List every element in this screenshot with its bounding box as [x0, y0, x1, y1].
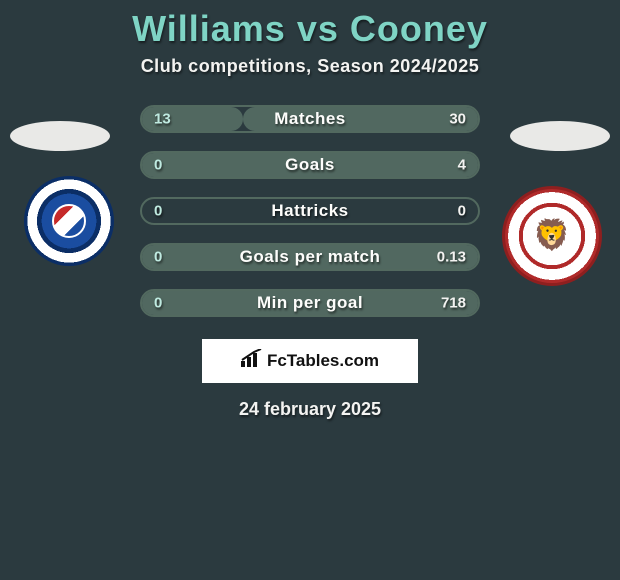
page-title: Williams vs Cooney	[0, 8, 620, 50]
stat-label: Matches	[274, 109, 346, 129]
player-avatar-left	[10, 121, 110, 151]
comparison-card: Williams vs Cooney Club competitions, Se…	[0, 0, 620, 420]
stat-value-right: 0.13	[437, 249, 466, 266]
stat-value-right: 4	[458, 157, 466, 174]
stat-row: 13 Matches 30	[140, 105, 480, 133]
brand-icon	[241, 349, 263, 373]
date-line: 24 february 2025	[0, 399, 620, 420]
player-avatar-right	[510, 121, 610, 151]
stat-row: 0 Hattricks 0	[140, 197, 480, 225]
stat-value-right: 30	[449, 111, 466, 128]
stat-value-right: 718	[441, 295, 466, 312]
club-badge-right: 🦁	[502, 186, 602, 286]
brand-box[interactable]: FcTables.com	[202, 339, 418, 383]
stat-label: Min per goal	[257, 293, 363, 313]
stat-value-left: 0	[154, 157, 162, 174]
stat-row: 0 Goals per match 0.13	[140, 243, 480, 271]
club-badge-left-inner	[52, 204, 86, 238]
stat-value-left: 0	[154, 295, 162, 312]
stat-row: 0 Min per goal 718	[140, 289, 480, 317]
brand-label: FcTables.com	[267, 351, 379, 371]
club-badge-right-icon: 🦁	[533, 221, 570, 251]
stat-value-left: 0	[154, 203, 162, 220]
stat-label: Goals per match	[240, 247, 381, 267]
stat-label: Hattricks	[271, 201, 348, 221]
stat-value-left: 13	[154, 111, 171, 128]
stat-row: 0 Goals 4	[140, 151, 480, 179]
stat-label: Goals	[285, 155, 335, 175]
subtitle: Club competitions, Season 2024/2025	[0, 56, 620, 77]
club-badge-left	[24, 176, 114, 266]
stat-value-left: 0	[154, 249, 162, 266]
stat-value-right: 0	[458, 203, 466, 220]
